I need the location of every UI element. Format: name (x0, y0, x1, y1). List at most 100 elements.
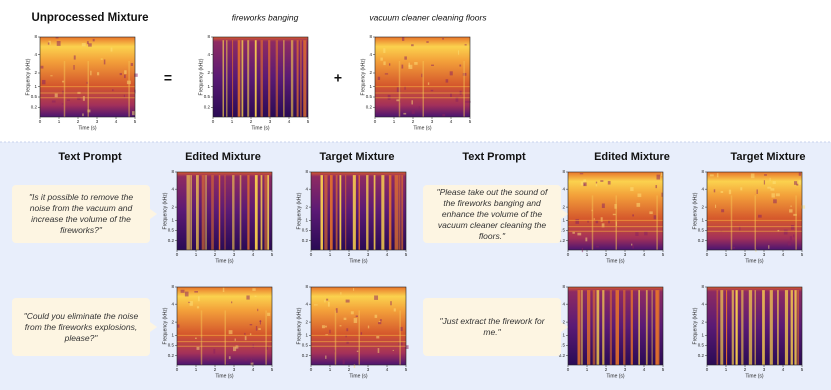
spectrogram-stripe (241, 40, 244, 118)
spectrogram: 0.2 0.5 1 2 4 8 0 1 2 3 4 5 Time (s) Frequency (kHz) (162, 284, 273, 379)
spectrogram-texture (383, 61, 386, 66)
spectrogram-stripe (731, 290, 734, 365)
spectrogram-texture (124, 70, 127, 75)
x-tick-label: 2 (348, 367, 351, 372)
y-tick-label: 0.2 (559, 238, 566, 243)
spectrogram-texture (112, 89, 114, 92)
spectrogram-stripe (754, 195, 756, 250)
spectrogram-texture (244, 336, 247, 341)
x-tick-label: 4 (288, 119, 291, 124)
spectrogram-texture (772, 181, 776, 185)
spectrogram-texture (769, 177, 771, 182)
spectrogram-texture (246, 295, 250, 300)
spectrogram-texture (789, 236, 793, 241)
spectrogram-stripe (748, 290, 753, 365)
spectrogram-texture (404, 86, 406, 90)
y-tick-label: 1 (562, 218, 565, 223)
spectrogram-texture (399, 326, 403, 332)
y-tick-label: 8 (171, 284, 174, 289)
spectrogram-texture (655, 185, 658, 189)
spectrogram: 0.2 0.5 1 2 4 8 0 1 2 3 4 5 Time (s) Frequency (kHz) (360, 34, 471, 131)
equals-sign: = (164, 70, 172, 86)
y-tick-label: 8 (207, 34, 210, 39)
spectrogram-stripe (401, 175, 404, 250)
spectrogram-texture (430, 89, 434, 92)
spectrogram-texture (249, 324, 253, 326)
y-tick-label: 1 (305, 333, 308, 338)
spectrogram-texture (250, 362, 254, 366)
spectrogram-frame (567, 286, 664, 366)
spectrogram-frame (39, 36, 136, 118)
spectrogram-texture (401, 37, 405, 41)
spectrogram-texture (649, 211, 653, 215)
spectrogram-texture (577, 232, 582, 236)
x-tick-label: 2 (605, 252, 608, 257)
spectrogram-texture (346, 328, 349, 332)
spectrogram-texture (250, 358, 253, 363)
column-header: Text Prompt (58, 151, 122, 163)
x-tick-label: 4 (386, 367, 389, 372)
spectrogram-texture (401, 64, 404, 69)
spectrogram-texture (325, 355, 327, 359)
y-tick-label: 2 (701, 204, 704, 209)
y-tick-label: 4 (369, 52, 372, 57)
text-prompt: "Please take out the sound of the firewo… (423, 185, 568, 243)
x-tick-label: 1 (329, 252, 332, 257)
spectrogram-texture (86, 81, 88, 84)
x-tick-label: 2 (250, 119, 253, 124)
x-tick-label: 0 (567, 367, 570, 372)
spectrogram-texture (653, 215, 657, 220)
spectrogram-stripe (267, 175, 270, 250)
spectrogram-stripe (283, 40, 285, 118)
spectrogram-texture (593, 218, 595, 221)
spectrogram: 0.2 0.5 1 2 4 8 0 1 2 3 4 5 Time (s) Frequency (kHz) (296, 284, 409, 379)
x-tick-label: 0 (176, 252, 179, 257)
spectrogram-texture (97, 72, 100, 76)
column-header: Edited Mixture (185, 151, 261, 163)
spectrogram-stripe (592, 290, 596, 365)
x-tick-label: 3 (431, 119, 434, 124)
spectrogram-texture (345, 334, 347, 338)
spectrogram-frame (176, 171, 273, 251)
y-tick-label: 4 (305, 301, 308, 306)
y-tick-label: 8 (34, 34, 37, 39)
spectrogram-stripe (87, 61, 89, 117)
spectrogram-texture (630, 187, 634, 191)
spectrogram-stripe (726, 290, 728, 365)
spectrogram-texture (67, 99, 70, 101)
x-tick-label: 4 (643, 252, 646, 257)
spectrogram-stripe (264, 175, 268, 250)
y-tick-label: 8 (701, 284, 704, 289)
spectrogram-texture (608, 220, 610, 224)
y-tick-label: 0.2 (559, 353, 566, 358)
x-axis-label: Time (s) (215, 258, 233, 264)
spectrogram-stripe (741, 290, 744, 365)
x-axis-label: Time (s) (413, 125, 431, 131)
spectrogram-texture (343, 317, 347, 321)
spectrogram-texture (100, 58, 103, 60)
spectrogram-stripe (422, 61, 424, 117)
y-tick-label: 8 (305, 284, 308, 289)
x-tick-label: 0 (39, 119, 42, 124)
spectrogram-stripe (366, 175, 369, 250)
spectrogram-texture (404, 56, 407, 60)
spectrogram-texture (403, 112, 407, 115)
y-tick-label: 0.5 (204, 94, 211, 99)
y-tick-label: 1 (171, 218, 174, 223)
y-tick-label: 4 (562, 186, 565, 191)
x-axis-label: Time (s) (349, 258, 367, 264)
spectrogram-texture (764, 174, 767, 176)
spectrogram-texture (601, 203, 605, 208)
x-tick-label: 2 (77, 119, 80, 124)
spectrogram-texture (123, 94, 125, 98)
y-tick-label: 2 (171, 204, 174, 209)
spectrogram-texture (207, 358, 209, 361)
spectrogram-texture (739, 226, 741, 231)
y-tick-label: 2 (562, 319, 565, 324)
spectrogram-texture (380, 319, 382, 322)
spectrogram-stripe (265, 310, 267, 365)
y-tick-label: 8 (562, 169, 565, 174)
spectrogram-texture (195, 337, 197, 340)
spectrogram-frame (176, 286, 273, 366)
spectrogram-texture (353, 288, 355, 291)
